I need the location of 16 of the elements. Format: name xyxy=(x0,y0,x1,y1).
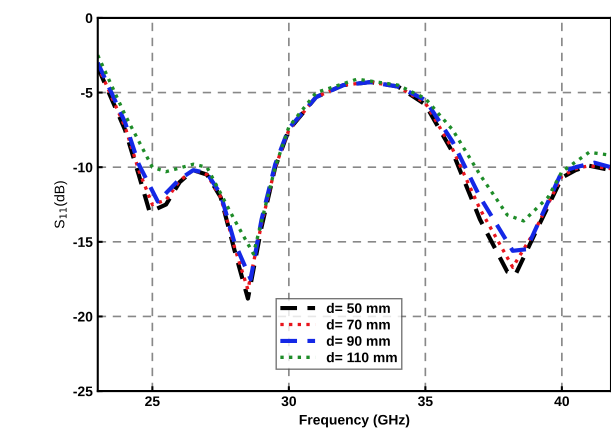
legend-label: d= 90 mm xyxy=(326,336,390,346)
x-tick-label: 30 xyxy=(281,396,296,406)
y-axis-title: S$_{11}$(dB) xyxy=(54,181,68,228)
y-tick-label: 0 xyxy=(86,13,92,24)
y-tick-label: -20 xyxy=(73,312,92,322)
y-tick-label: -10 xyxy=(73,162,92,172)
legend-label: d= 70 mm xyxy=(326,319,390,330)
y-tick-label: -5 xyxy=(81,88,93,98)
x-tick-label: 40 xyxy=(554,396,570,406)
x-tick-label: 35 xyxy=(418,396,433,406)
y-tick-label: -25 xyxy=(73,386,93,396)
legend-label: d= 110 mm xyxy=(326,352,397,362)
legend-label: d= 50 mm xyxy=(326,302,390,314)
x-axis-title: Frequency (GHz) xyxy=(300,414,410,428)
y-tick-label: -15 xyxy=(73,237,93,247)
x-tick-label: 25 xyxy=(145,396,160,406)
